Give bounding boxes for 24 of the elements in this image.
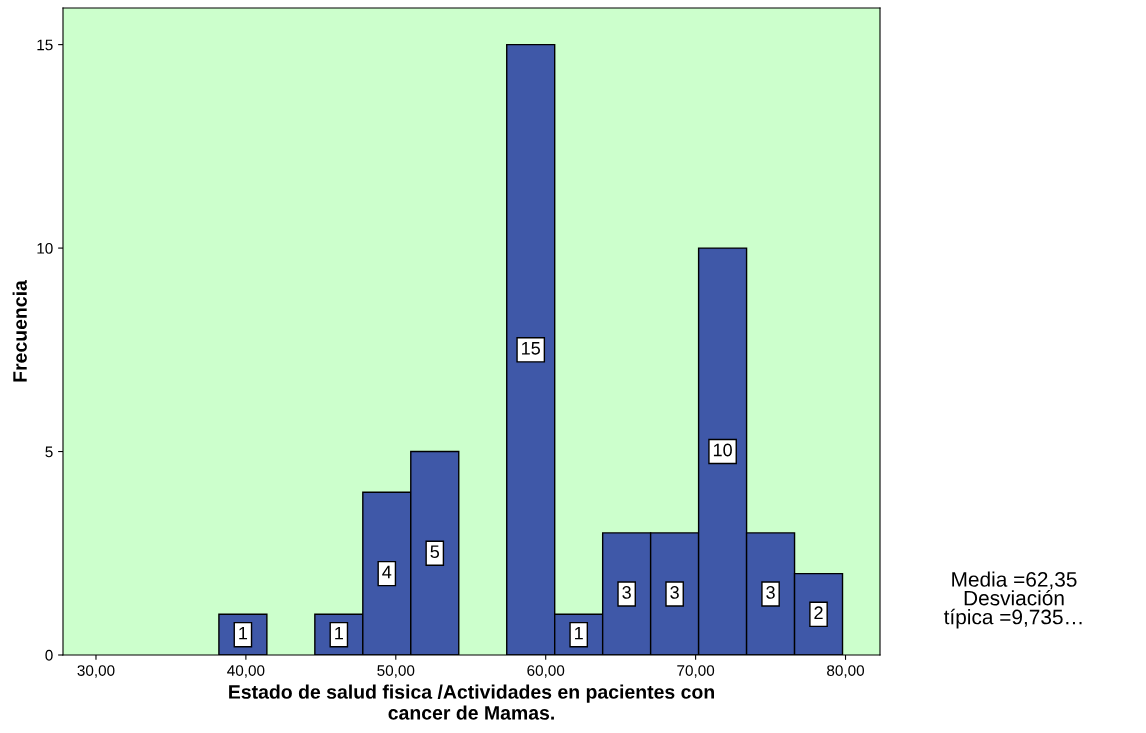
text: Media =62,35 Desviación típica =9,735… bbox=[943, 571, 1082, 629]
y-tick-label: 5 bbox=[45, 446, 53, 458]
data-label: 2 bbox=[814, 606, 823, 619]
y-axis-title: Frecuencia bbox=[12, 280, 27, 382]
data-label: 15 bbox=[522, 342, 540, 355]
data-label: 1 bbox=[239, 626, 248, 640]
y-tick-label: 10 bbox=[37, 242, 53, 254]
x-tick-label: 60,00 bbox=[527, 665, 565, 678]
y-tick-label: 0 bbox=[45, 649, 53, 661]
data-label: 3 bbox=[670, 586, 679, 599]
data-label: 4 bbox=[382, 565, 392, 579]
x-tick-label: 40,00 bbox=[227, 665, 265, 678]
y-tick-label: 15 bbox=[37, 39, 53, 51]
x-axis-title: Estado de salud fisica /Actividades en pacientes con cancer de Mamas. bbox=[229, 684, 714, 720]
data-label: 10 bbox=[713, 443, 732, 457]
x-tick-label: 70,00 bbox=[677, 665, 715, 678]
x-tick-label: 80,00 bbox=[827, 665, 865, 678]
data-label: 3 bbox=[766, 586, 775, 599]
data-label: 3 bbox=[622, 586, 631, 599]
data-label: 1 bbox=[335, 626, 343, 640]
x-tick-label: 50,00 bbox=[377, 665, 415, 678]
x-tick-label: 30,00 bbox=[77, 665, 115, 678]
data-label: 5 bbox=[430, 545, 440, 559]
data-label: 1 bbox=[575, 626, 583, 640]
